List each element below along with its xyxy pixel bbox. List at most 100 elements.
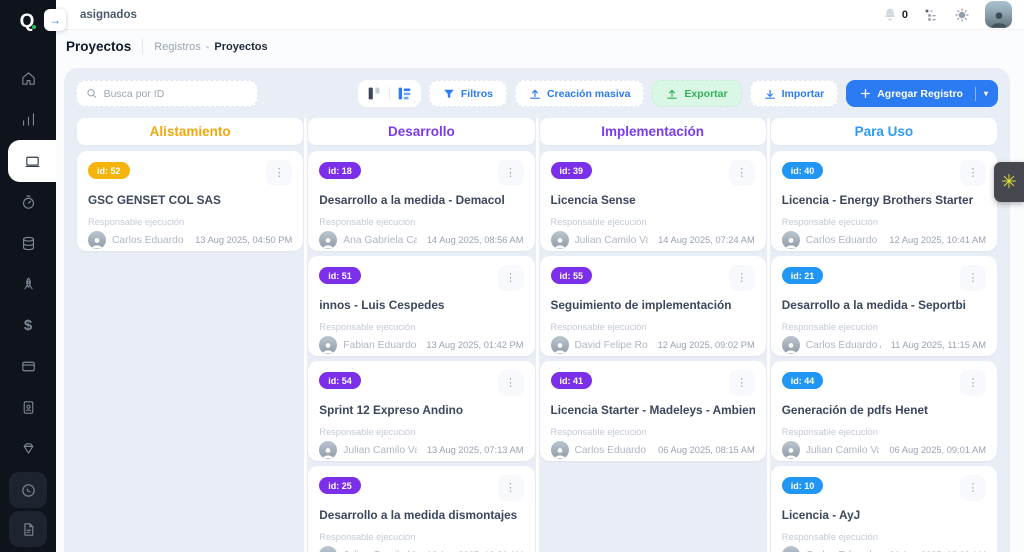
card-menu-button[interactable]: ⋮ bbox=[728, 370, 755, 396]
sidebar-toggle-button[interactable]: → bbox=[44, 9, 66, 31]
card-menu-button[interactable]: ⋮ bbox=[266, 160, 293, 186]
card-menu-button[interactable]: ⋮ bbox=[728, 160, 755, 186]
sidebar-item-time[interactable] bbox=[0, 182, 56, 223]
assignee-name: David Felipe Rodriguez Reyes bbox=[574, 339, 648, 351]
card-date: 13 Aug 2025, 07:13 AM bbox=[426, 445, 524, 455]
kanban-card[interactable]: id: 10 ⋮ Licencia - AyJ Responsable ejec… bbox=[770, 466, 997, 552]
search-input[interactable] bbox=[103, 87, 248, 100]
sidebar-item-launch[interactable] bbox=[0, 264, 56, 305]
sidebar-item-projects-active[interactable] bbox=[8, 140, 56, 182]
card-menu-button[interactable]: ⋮ bbox=[497, 265, 524, 291]
avatar bbox=[550, 231, 569, 249]
responsible-label: Responsable ejecución bbox=[781, 427, 878, 437]
responsible-label: Responsable ejecución bbox=[781, 532, 878, 542]
sidebar-item-billing[interactable]: $ bbox=[0, 305, 56, 346]
import-button[interactable]: Importar bbox=[749, 80, 839, 107]
card-title: Generación de pdfs Henet bbox=[781, 403, 928, 417]
assignee-name: Ana Gabriela Camargo bbox=[343, 234, 417, 246]
notifications-button[interactable]: 0 bbox=[882, 7, 908, 23]
kanban-card[interactable]: id: 18 ⋮ Desarrollo a la medida - Demaco… bbox=[308, 151, 535, 251]
card-title: Licencia Sense bbox=[550, 193, 636, 207]
card-date: 06 Aug 2025, 08:09 AM bbox=[885, 550, 986, 552]
breadcrumb-section[interactable]: Registros bbox=[154, 40, 201, 53]
sidebar-item-analytics[interactable] bbox=[0, 99, 56, 140]
kanban-card[interactable]: id: 39 ⋮ Licencia Sense Responsable ejec… bbox=[539, 151, 766, 251]
card-menu-button[interactable]: ⋮ bbox=[728, 265, 755, 291]
kanban-card[interactable]: id: 52 ⋮ GSC GENSET COL SAS Responsable … bbox=[77, 151, 304, 251]
kanban-card[interactable]: id: 44 ⋮ Generación de pdfs Henet Respon… bbox=[770, 361, 997, 461]
chevron-down-icon[interactable]: ▾ bbox=[983, 89, 988, 98]
workflow-button[interactable] bbox=[923, 7, 939, 23]
button-divider bbox=[974, 86, 976, 101]
kanban-board: Alistamiento id: 52 ⋮ GSC GENSET COL SAS… bbox=[76, 118, 998, 552]
card-menu-button[interactable]: ⋮ bbox=[497, 370, 524, 396]
view-toggle[interactable] bbox=[357, 80, 421, 107]
sidebar-item-window[interactable] bbox=[0, 346, 56, 387]
bell-icon bbox=[884, 8, 896, 21]
sidebar-item-whatsapp[interactable] bbox=[9, 472, 47, 508]
avatar bbox=[550, 336, 569, 354]
filters-button[interactable]: Filtros bbox=[428, 80, 507, 107]
id-badge: id: 10 bbox=[781, 477, 824, 494]
sidebar-item-rewards[interactable] bbox=[0, 428, 56, 469]
avatar bbox=[88, 231, 106, 249]
responsible-label: Responsable ejecución bbox=[781, 217, 878, 227]
kanban-card[interactable]: id: 41 ⋮ Licencia Starter - Madeleys - A… bbox=[539, 361, 766, 461]
monitor-icon bbox=[25, 156, 39, 167]
sidebar-item-docs[interactable] bbox=[9, 511, 47, 547]
card-date: 14 Aug 2025, 07:24 AM bbox=[658, 235, 755, 245]
card-menu-button[interactable]: ⋮ bbox=[960, 475, 986, 501]
person-icon bbox=[554, 238, 565, 249]
theme-toggle-button[interactable] bbox=[954, 7, 970, 23]
card-menu-button[interactable]: ⋮ bbox=[497, 160, 524, 186]
notification-count: 0 bbox=[901, 8, 908, 21]
card-menu-button[interactable]: ⋮ bbox=[960, 370, 986, 396]
card-title: Licencia - Energy Brothers Starter bbox=[781, 193, 974, 207]
kanban-card[interactable]: id: 51 ⋮ innos - Luis Cespedes Responsab… bbox=[308, 256, 535, 356]
card-menu-button[interactable]: ⋮ bbox=[960, 160, 986, 186]
person-icon bbox=[991, 12, 1006, 28]
upload-icon bbox=[530, 89, 540, 99]
responsible-label: Responsable ejecución bbox=[319, 427, 416, 437]
id-badge: id: 44 bbox=[781, 372, 824, 389]
responsible-label: Responsable ejecución bbox=[319, 322, 416, 332]
person-icon bbox=[91, 238, 103, 249]
topbar-actions: 0 bbox=[882, 1, 1012, 28]
kanban-card[interactable]: id: 21 ⋮ Desarrollo a la medida - Seport… bbox=[770, 256, 997, 356]
responsible-label: Responsable ejecución bbox=[550, 217, 647, 227]
id-badge: id: 21 bbox=[781, 267, 824, 284]
user-avatar[interactable] bbox=[985, 1, 1012, 28]
list-view-icon bbox=[398, 87, 411, 100]
kanban-card[interactable]: id: 55 ⋮ Seguimiento de implementación R… bbox=[539, 256, 766, 356]
card-date: 11 Aug 2025, 11:15 AM bbox=[890, 340, 986, 350]
sidebar-item-home[interactable] bbox=[0, 58, 56, 99]
responsible-label: Responsable ejecución bbox=[88, 217, 185, 227]
id-badge: id: 18 bbox=[319, 162, 361, 179]
filter-icon bbox=[444, 89, 454, 98]
card-date: 13 Aug 2025, 10:30 AM bbox=[423, 550, 524, 552]
bulk-create-button[interactable]: Creación masiva bbox=[514, 80, 645, 107]
card-title: Sprint 12 Expreso Andino bbox=[319, 403, 464, 417]
arrow-right-icon: → bbox=[49, 13, 61, 27]
feedback-widget[interactable]: ✳ bbox=[994, 162, 1024, 202]
sidebar-item-data[interactable] bbox=[0, 223, 56, 264]
card-title: Desarrollo a la medida - Seportbi bbox=[781, 298, 966, 312]
app-logo[interactable]: Q bbox=[0, 0, 56, 44]
kanban-card[interactable]: id: 40 ⋮ Licencia - Energy Brothers Star… bbox=[770, 151, 997, 251]
card-date: 12 Aug 2025, 10:41 AM bbox=[889, 235, 986, 245]
logo-letter: Q bbox=[19, 11, 35, 32]
card-menu-button[interactable]: ⋮ bbox=[960, 265, 986, 291]
assignee-name: Julian Camilo Vargas bbox=[805, 444, 880, 456]
card-title: GSC GENSET COL SAS bbox=[88, 193, 221, 207]
avatar bbox=[319, 546, 338, 552]
add-record-button[interactable]: Agregar Registro ▾ bbox=[846, 80, 998, 107]
kanban-card[interactable]: id: 25 ⋮ Desarrollo a la medida dismonta… bbox=[308, 466, 535, 552]
breadcrumb-separator: - bbox=[205, 40, 210, 53]
assignee-name: Julian Camilo Vargas bbox=[574, 234, 649, 246]
card-menu-button[interactable]: ⋮ bbox=[497, 475, 524, 501]
sidebar-item-contacts[interactable] bbox=[0, 387, 56, 428]
toggle-divider bbox=[388, 87, 390, 100]
export-button[interactable]: Exportar bbox=[652, 80, 742, 107]
kanban-card[interactable]: id: 54 ⋮ Sprint 12 Expreso Andino Respon… bbox=[308, 361, 535, 461]
column-header: Para Uso bbox=[770, 118, 997, 145]
